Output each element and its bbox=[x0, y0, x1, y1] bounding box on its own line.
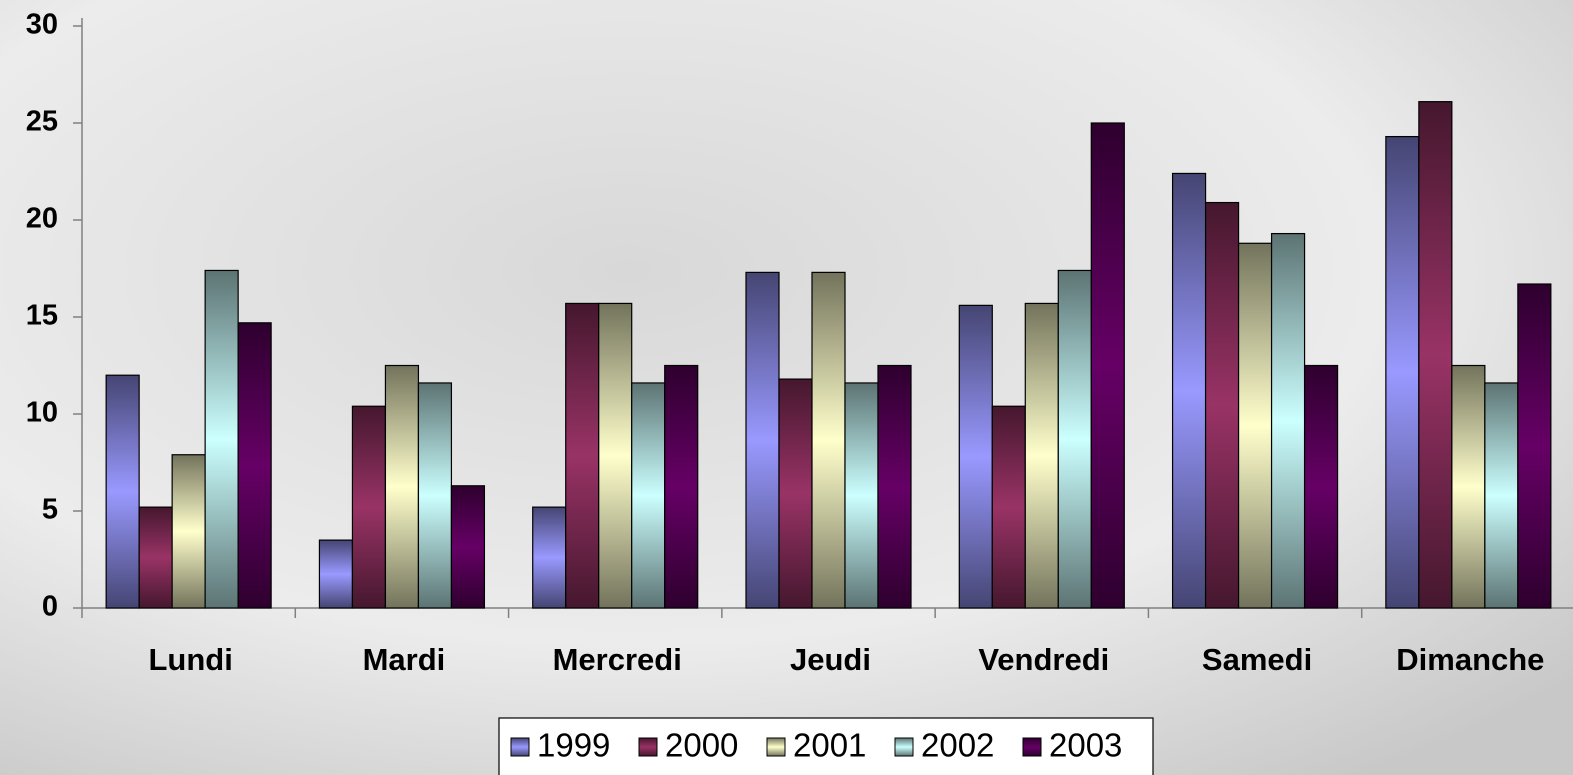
x-tick-label: Lundi bbox=[148, 642, 232, 677]
legend-swatch bbox=[1023, 738, 1041, 756]
bar bbox=[1485, 383, 1518, 608]
y-tick-label: 5 bbox=[42, 494, 58, 526]
chart: 0 5 10 15 20 25 30 Lundi Mardi Mercredi Jeudi Vendr… bbox=[0, 0, 1573, 775]
legend-swatch bbox=[895, 738, 913, 756]
y-tick-label: 0 bbox=[42, 591, 58, 623]
bar bbox=[385, 366, 418, 609]
bar bbox=[352, 406, 385, 608]
bar bbox=[139, 507, 172, 608]
x-tick-label: Mercredi bbox=[553, 642, 682, 677]
bar bbox=[418, 383, 451, 608]
bar bbox=[1025, 303, 1058, 608]
x-tick-label: Samedi bbox=[1202, 642, 1312, 677]
y-tick-label: 10 bbox=[26, 397, 58, 429]
bar bbox=[1452, 366, 1485, 609]
bar bbox=[1386, 137, 1419, 608]
legend-label: 2003 bbox=[1049, 727, 1122, 764]
bar bbox=[959, 305, 992, 608]
y-tick-label: 20 bbox=[26, 203, 58, 235]
bar bbox=[1173, 173, 1206, 608]
bar bbox=[599, 303, 632, 608]
bar bbox=[632, 383, 665, 608]
y-tick-label: 15 bbox=[26, 300, 58, 332]
y-tick-label: 25 bbox=[26, 106, 58, 138]
bar bbox=[665, 366, 698, 609]
bar bbox=[1272, 234, 1305, 608]
bar bbox=[746, 272, 779, 608]
bar bbox=[992, 406, 1025, 608]
legend-label: 2001 bbox=[793, 727, 866, 764]
bar bbox=[779, 379, 812, 608]
bar bbox=[1091, 123, 1124, 608]
bar bbox=[566, 303, 599, 608]
legend-label: 2000 bbox=[665, 727, 738, 764]
bar bbox=[1206, 203, 1239, 608]
bar bbox=[1518, 284, 1551, 608]
bar bbox=[1239, 243, 1272, 608]
bar bbox=[845, 383, 878, 608]
legend-label: 2002 bbox=[921, 727, 994, 764]
legend-label: 1999 bbox=[537, 727, 610, 764]
x-tick-label: Jeudi bbox=[790, 642, 871, 677]
bar bbox=[1419, 102, 1452, 608]
legend-swatch bbox=[639, 738, 657, 756]
bar bbox=[1305, 366, 1338, 609]
bar bbox=[172, 455, 205, 608]
bar bbox=[533, 507, 566, 608]
bar bbox=[812, 272, 845, 608]
bar bbox=[1058, 270, 1091, 608]
bar bbox=[205, 270, 238, 608]
x-tick-label: Mardi bbox=[363, 642, 446, 677]
bar bbox=[878, 366, 911, 609]
bar bbox=[238, 323, 271, 608]
bar bbox=[319, 540, 352, 608]
bar bbox=[451, 486, 484, 608]
x-tick-label: Dimanche bbox=[1396, 642, 1544, 677]
x-tick-label: Vendredi bbox=[978, 642, 1109, 677]
legend-swatch bbox=[767, 738, 785, 756]
y-tick-label: 30 bbox=[26, 9, 58, 41]
bar bbox=[106, 375, 139, 608]
legend-swatch bbox=[511, 738, 529, 756]
